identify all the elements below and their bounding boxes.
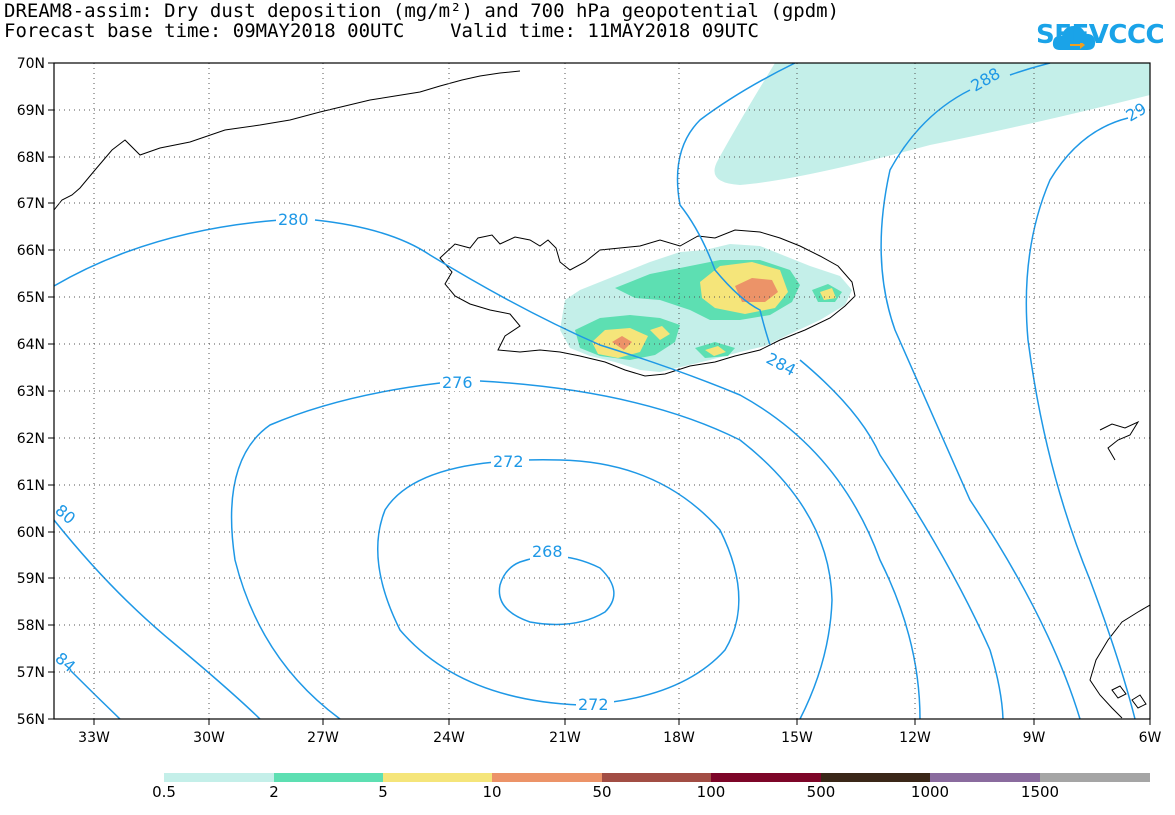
colorbar-label: 50 (592, 783, 612, 801)
lon-label: 27W (307, 730, 339, 746)
contour-268 (498, 555, 615, 626)
latitude-labels: 70N 69N 68N 67N 66N 65N 64N 63N 62N 61N … (17, 56, 45, 728)
lat-label: 62N (17, 431, 45, 447)
lat-label: 63N (17, 384, 45, 400)
scotland-islands (1111, 685, 1147, 709)
contour-288 (880, 89, 1081, 719)
chart-subtitle: Forecast base time: 09MAY2018 00UTC Vali… (4, 20, 759, 42)
contour-lines (54, 63, 1136, 719)
faroe-islands (1099, 420, 1140, 461)
contour-29x (1025, 117, 1136, 719)
colorbar-swatch (383, 773, 492, 782)
colorbar-swatch (492, 773, 602, 782)
cloud-icon (1052, 26, 1096, 50)
contour-284-left (69, 669, 121, 719)
dust-area-yellow-4 (705, 346, 726, 356)
colorbar-swatch (821, 773, 930, 782)
dust-area-northeast (714, 63, 1150, 185)
scotland-coastline (1089, 604, 1150, 719)
lat-label: 67N (17, 196, 45, 212)
lat-label: 60N (17, 525, 45, 541)
lat-label: 56N (17, 712, 45, 728)
contour-276 (230, 382, 441, 719)
colorbar-label: 1000 (910, 783, 950, 801)
lon-label: 9W (1023, 730, 1046, 746)
contour-label-group: 280 276 272 268 272 284 288 29 80 84 (51, 64, 1149, 714)
contour-280-left (54, 519, 261, 719)
grid-lines (54, 63, 1150, 719)
lon-label: 15W (781, 730, 813, 746)
axis-ticks (48, 62, 1151, 725)
lon-label: 21W (549, 730, 581, 746)
lon-label: 33W (78, 730, 110, 746)
longitude-labels: 33W 30W 27W 24W 21W 18W 15W 12W 9W 6W (78, 730, 1161, 746)
lat-label: 57N (17, 665, 45, 681)
colorbar-label: 2 (269, 783, 279, 801)
colorbar-swatch (711, 773, 821, 782)
colorbar-label: 500 (806, 783, 836, 801)
contour-276-right (479, 380, 833, 719)
contour-280-b (314, 219, 921, 719)
lon-label: 6W (1139, 730, 1162, 746)
colorbar-label: 10 (482, 783, 502, 801)
colorbar-swatch (930, 773, 1040, 782)
lon-label: 24W (433, 730, 465, 746)
colorbar-label: 100 (696, 783, 726, 801)
contour-label-272-top: 272 (493, 452, 524, 471)
lat-label: 65N (17, 290, 45, 306)
lon-label: 18W (663, 730, 695, 746)
colorbar-swatch (1040, 773, 1150, 782)
colorbar-label: 5 (378, 783, 388, 801)
contour-label-284: 284 (763, 349, 799, 380)
dust-area-orange-2 (612, 336, 632, 350)
lat-label: 66N (17, 243, 45, 259)
contour-280 (54, 219, 281, 287)
contour-label-268: 268 (532, 542, 563, 561)
colorbar-swatch (602, 773, 711, 782)
contour-label-280: 280 (278, 210, 309, 229)
greenland-coastline (54, 70, 521, 211)
lon-label: 12W (899, 730, 931, 746)
colorbar-label: 1500 (1020, 783, 1060, 801)
colorbar-swatch (274, 773, 383, 782)
lat-label: 58N (17, 618, 45, 634)
contour-label-284-left: 84 (51, 649, 79, 677)
lat-label: 64N (17, 337, 45, 353)
dust-area-yellow-3 (650, 326, 670, 340)
contour-label-29: 29 (1123, 99, 1150, 126)
plot-frame (53, 62, 1151, 720)
lat-label: 69N (17, 103, 45, 119)
contour-272-inner (377, 459, 740, 706)
dust-area-orange-1 (735, 278, 778, 302)
colorbar-label: 0.5 (152, 783, 176, 801)
colorbar-swatch (164, 773, 274, 782)
lat-label: 61N (17, 478, 45, 494)
lat-label: 70N (17, 56, 45, 72)
logo-text: SEEVCCC (1036, 20, 1165, 50)
lon-label: 30W (193, 730, 225, 746)
contour-284 (676, 63, 796, 346)
map-content (54, 63, 1150, 719)
contour-label-272-bottom: 272 (578, 695, 609, 714)
lat-label: 59N (17, 571, 45, 587)
lat-label: 68N (17, 150, 45, 166)
contour-label-280-left: 80 (51, 501, 79, 529)
contour-288-top (1009, 63, 1051, 76)
contour-label-276: 276 (442, 373, 473, 392)
chart-title: DREAM8-assim: Dry dust deposition (mg/m²… (4, 0, 840, 22)
contour-284-b (799, 359, 1004, 719)
